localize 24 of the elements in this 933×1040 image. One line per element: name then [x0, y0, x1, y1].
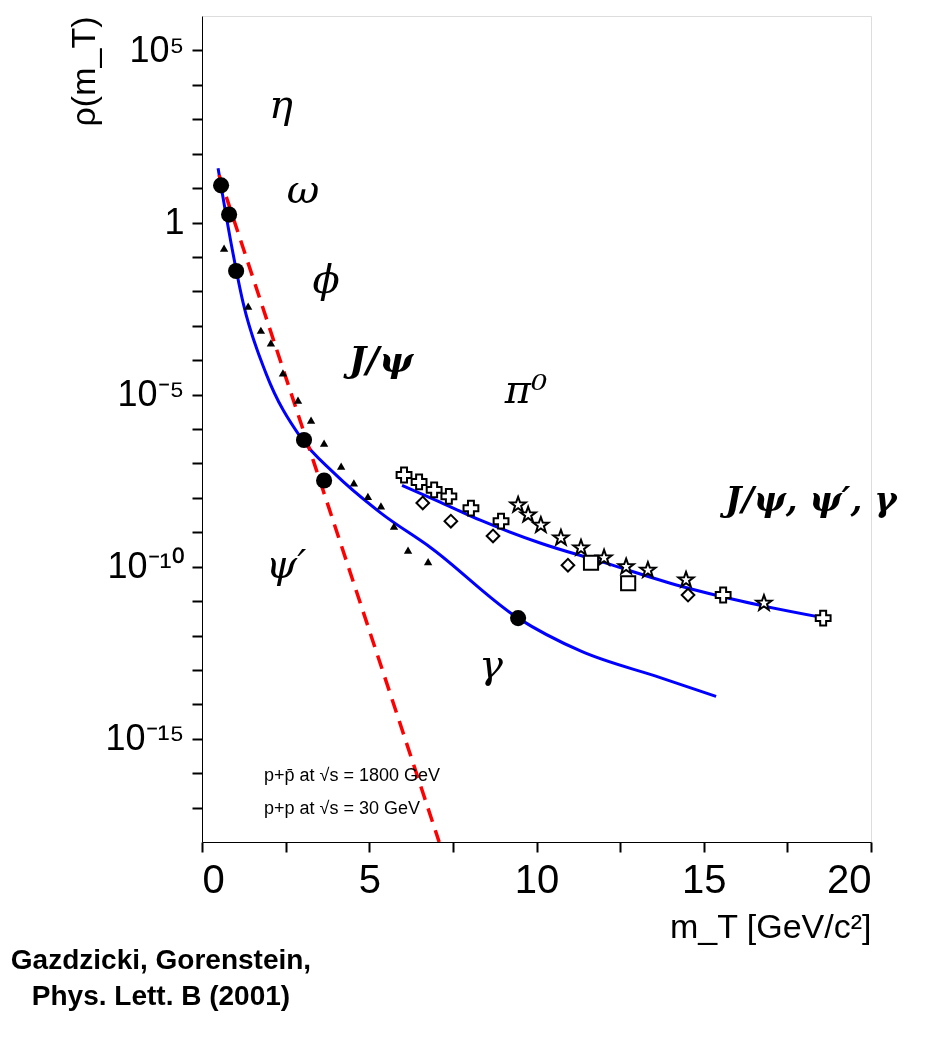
y-tick-label: 1 [164, 201, 185, 242]
y-tick-label: 10⁻¹⁵ [105, 717, 185, 759]
y-tick-label: 10⁻⁵ [117, 373, 185, 415]
annotation: J/ψ, ψ′, γ [719, 479, 899, 519]
line-series [216, 166, 718, 698]
x-axis-title: m_T [GeV/c²] [669, 906, 872, 945]
x-tick-label: 0 [202, 856, 225, 901]
annotation: ψ′ [265, 541, 307, 587]
annotation: η [269, 81, 294, 127]
x-tick-label: 20 [827, 856, 872, 901]
annotation: p+p̄ at √s = 1800 GeV [264, 765, 441, 785]
annotation: γ [479, 641, 504, 687]
x-tick-label: 15 [682, 856, 727, 901]
annotation: π⁰ [503, 366, 548, 412]
y-tick-label: 10⁻¹⁰ [107, 545, 185, 587]
annotation: ϕ [312, 256, 340, 302]
y-axis-title: ρ(m_T) [63, 16, 102, 127]
annotation: J/ψ [342, 338, 415, 380]
text: Gazdzicki, Gorenstein, Phys. Lett. B (2001) [10, 944, 312, 1011]
annotation: p+p at √s = 30 GeV [264, 798, 420, 818]
x-tick-label: 10 [514, 856, 560, 901]
annotation: ω [286, 166, 320, 212]
x-tick-label: 5 [358, 856, 381, 901]
y-tick-label: 10⁵ [129, 28, 185, 70]
